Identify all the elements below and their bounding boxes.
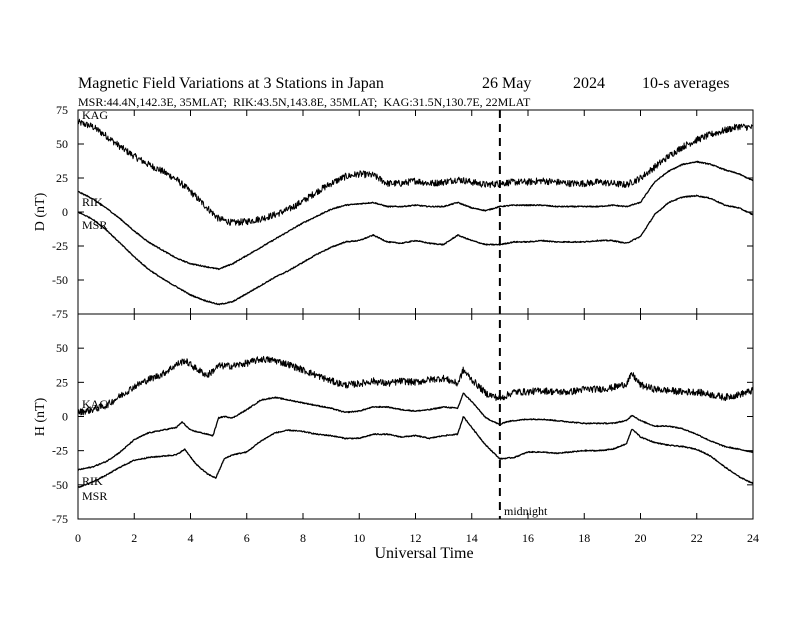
panel-h-ytick-label: -25 xyxy=(52,444,68,458)
panel-d-rik-label: RIK xyxy=(82,195,103,209)
panel-h-ytick-label: -75 xyxy=(52,512,68,526)
panel-d-frame xyxy=(77,109,754,315)
panel-d-kag-label: KAG xyxy=(82,108,108,122)
panel-d-ylabel: D (nT) xyxy=(33,192,48,231)
panel-h-ytick-label: 50 xyxy=(56,341,68,355)
midnight-label: midnight xyxy=(504,504,548,518)
panel-d-ytick-label: 0 xyxy=(62,205,68,219)
chart-year: 2024 xyxy=(573,75,605,92)
x-tick-label: 16 xyxy=(522,531,534,545)
x-tick-label: 14 xyxy=(466,531,478,545)
panel-h-msr-line xyxy=(77,416,754,489)
x-tick-label: 0 xyxy=(75,531,81,545)
x-tick-label: 12 xyxy=(410,531,422,545)
panel-h-ylabel: H (nT) xyxy=(33,397,48,436)
panel-d-rik-line xyxy=(77,160,754,271)
panel-d-msr-line xyxy=(77,194,754,306)
panel-d-ytick-label: 25 xyxy=(56,171,68,185)
chart-title: Magnetic Field Variations at 3 Stations … xyxy=(78,75,384,92)
panel-h-frame xyxy=(77,313,754,520)
panel-h-kag-label: KAG xyxy=(82,397,108,411)
x-axis: 0 2 4 6 8 10 12 14 16 18 20 22 24 xyxy=(75,110,759,545)
panel-d-kag-line xyxy=(77,118,753,226)
panel-h-rik-label: RIK xyxy=(82,474,103,488)
panel-d-ytick-label: -25 xyxy=(52,239,68,253)
panel-h-ytick-label: -50 xyxy=(52,478,68,492)
chart-averaging: 10-s averages xyxy=(642,75,730,92)
x-tick-label: 8 xyxy=(300,531,306,545)
x-axis-label: Universal Time xyxy=(374,545,473,562)
x-tick-label: 22 xyxy=(691,531,703,545)
x-tick-label: 18 xyxy=(578,531,590,545)
x-tick-label: 4 xyxy=(188,531,194,545)
panel-h-msr-label: MSR xyxy=(82,489,107,503)
panel-d-ytick-label: -50 xyxy=(52,273,68,287)
panel-d-msr-label: MSR xyxy=(82,218,107,232)
panel-d: 75 50 25 0 -25 -50 -75 xyxy=(52,103,754,321)
panel-d-ytick-label: 75 xyxy=(56,103,68,117)
x-tick-label: 10 xyxy=(353,531,365,545)
x-tick-label: 20 xyxy=(635,531,647,545)
x-tick-label: 24 xyxy=(747,531,759,545)
panel-h-ytick-label: 25 xyxy=(56,375,68,389)
panel-d-ytick-label: -75 xyxy=(52,307,68,321)
chart-date: 26 May xyxy=(482,75,531,92)
x-tick-label: 2 xyxy=(131,531,137,545)
chart-stations: MSR:44.4N,142.3E, 35MLAT; RIK:43.5N,143.… xyxy=(78,95,531,109)
panel-h-ytick-label: 0 xyxy=(62,410,68,424)
panel-h: 50 25 0 -25 -50 -75 xyxy=(52,314,754,526)
x-tick-label: 6 xyxy=(244,531,250,545)
panel-h-rik-line xyxy=(77,392,754,471)
panel-d-ytick-label: 50 xyxy=(56,137,68,151)
panel-h-kag-line xyxy=(77,355,754,416)
